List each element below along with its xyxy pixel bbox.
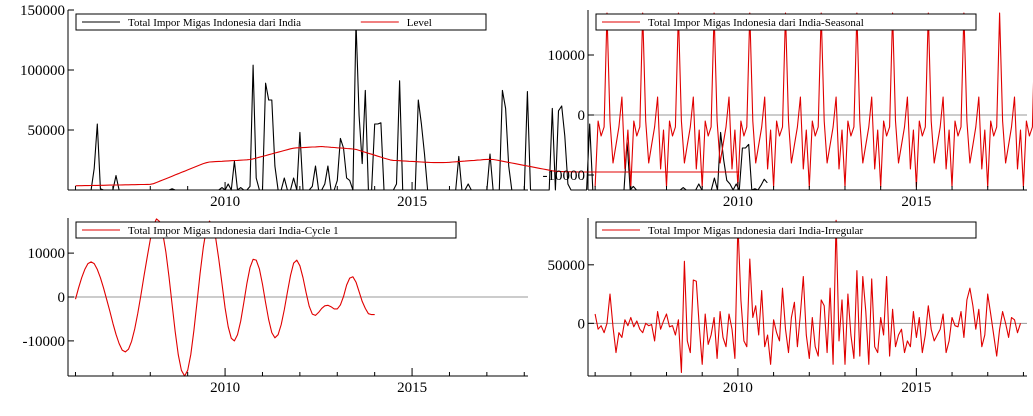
y-tick-label: 100000: [20, 63, 65, 79]
legend-box: [595, 13, 977, 31]
y-tick-label: 0: [578, 316, 586, 332]
y-tick-label: 0: [58, 290, 66, 306]
legend: Total Impor Migas Indonesia dari India-S…: [595, 13, 977, 31]
x-tick-label: 2010: [723, 194, 753, 210]
y-tick-label: 0: [578, 108, 586, 124]
x-tick-label: 2010: [210, 194, 240, 210]
legend-label: Total Impor Migas Indonesia dari India-I…: [648, 225, 864, 237]
y-tick-label: 10000: [28, 246, 66, 262]
legend-box: [75, 13, 487, 31]
legend-label: Total Impor Migas Indonesia dari India: [128, 17, 301, 29]
legend: Total Impor Migas Indonesia dari India-I…: [595, 221, 977, 239]
series-line-1: [594, 219, 1022, 374]
y-tick-label: 150000: [20, 3, 65, 19]
x-tick-label: 2010: [723, 380, 753, 396]
legend-label: Total Impor Migas Indonesia dari India-S…: [648, 17, 864, 29]
y-tick-label: 50000: [548, 258, 586, 274]
series-line-1: [75, 21, 768, 191]
y-tick-label: 50000: [28, 123, 66, 139]
x-tick-label: 2015: [901, 380, 931, 396]
legend: Total Impor Migas Indonesia dari India Le…: [75, 13, 487, 31]
series-line-2: [75, 145, 740, 187]
x-tick-label: 2010: [210, 380, 240, 396]
chart-panel-2: 2010 2015 -10000 0 10000 Total Impor Migas In…: [543, 10, 1033, 210]
legend-label: Level: [407, 17, 432, 29]
x-tick-label: 2015: [901, 194, 931, 210]
series-line-1: [594, 12, 1033, 188]
legend-label: Total Impor Migas Indonesia dari India-C…: [128, 225, 339, 237]
x-tick-label: 2015: [397, 380, 427, 396]
y-tick-label: 10000: [548, 48, 586, 64]
chart-panel-4: 2010 2015 0 50000 Total Impor Migas Indonesi…: [548, 218, 1027, 396]
y-tick-label: -10000: [23, 334, 66, 350]
x-tick-label: 2015: [397, 194, 427, 210]
y-tick-label: -10000: [543, 168, 586, 184]
legend: Total Impor Migas Indonesia dari India-C…: [75, 221, 457, 239]
series-line-1: [74, 218, 375, 377]
chart-panel-3: 2010 2015 -10000 0 10000 Total Impor Migas In…: [23, 218, 528, 396]
legend-box: [75, 221, 457, 239]
legend-box: [595, 221, 977, 239]
